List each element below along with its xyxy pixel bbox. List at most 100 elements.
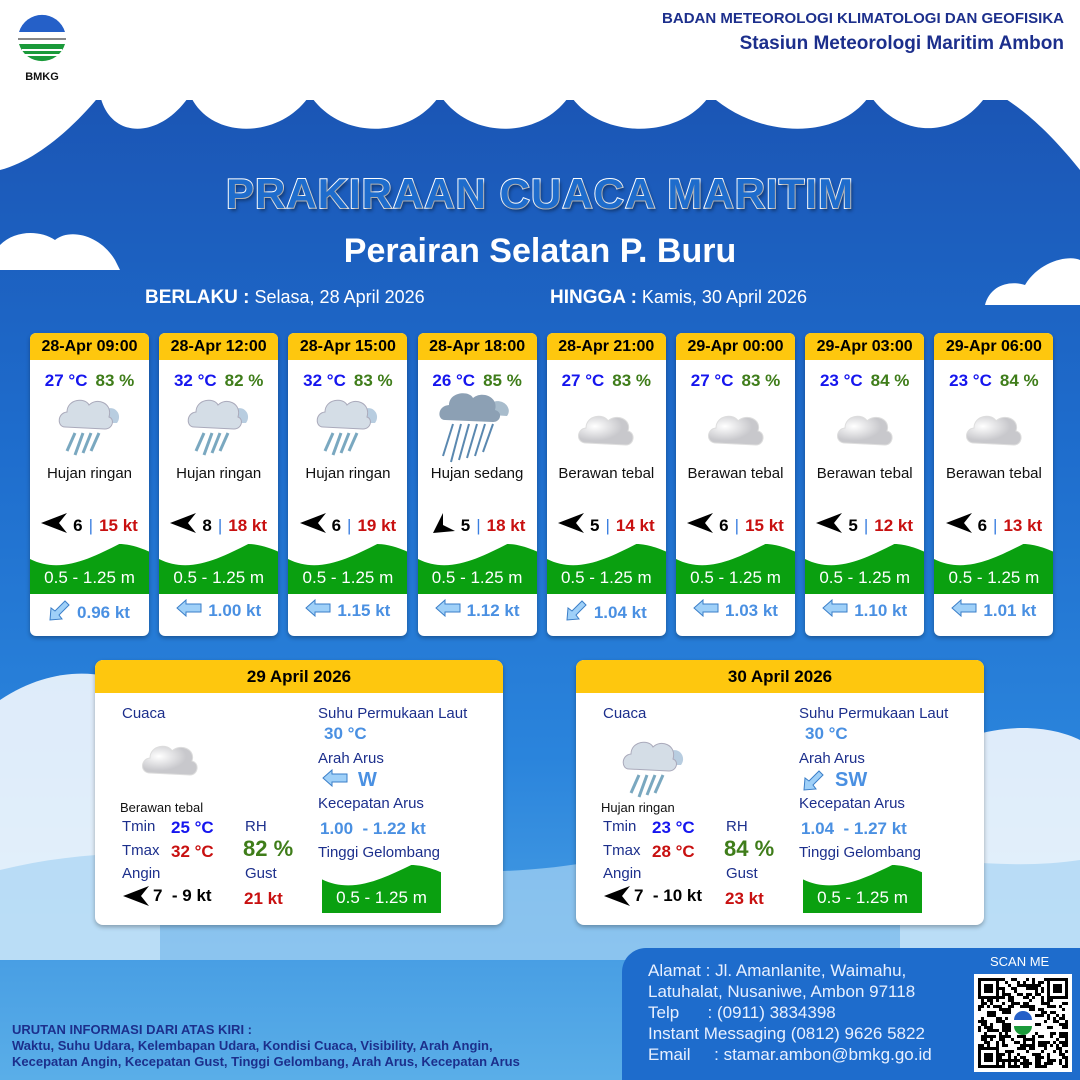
- wind-arrow-icon: [945, 513, 972, 538]
- weather-condition: Berawan tebal: [558, 465, 655, 482]
- scan-label: SCAN ME: [990, 954, 1050, 969]
- air-temp: 32 °C: [173, 371, 217, 390]
- humidity: 83 %: [612, 371, 652, 390]
- wind-arrow-icon: [816, 513, 843, 538]
- valid-from: BERLAKU : Selasa, 28 April 2026: [145, 287, 425, 308]
- gust-speed: 12 kt: [874, 515, 913, 535]
- humidity: 82 %: [224, 371, 264, 390]
- wind-speed: 6: [73, 515, 83, 535]
- forecast-time: 28-Apr 09:00: [30, 333, 149, 360]
- current-arrow-icon: [322, 768, 348, 793]
- wind-speed: 8: [202, 515, 212, 535]
- gust-speed: 18 kt: [228, 515, 267, 535]
- forecast-time: 29-Apr 03:00: [805, 333, 925, 360]
- current-speed: 1.01 kt: [983, 600, 1037, 620]
- forecast-card: 29-Apr 06:00 23 °C 84 % Berawan tebal 6 | 1…: [934, 333, 1054, 636]
- info-legend: URUTAN INFORMASI DARI ATAS KIRI : Waktu,…: [12, 1022, 520, 1069]
- current-speed: 1.15 kt: [337, 600, 391, 620]
- humidity: 84 %: [870, 371, 910, 390]
- air-temp: 32 °C: [303, 371, 346, 390]
- forecast-card: 29-Apr 03:00 23 °C 84 % Berawan tebal 5 | 1…: [805, 333, 925, 636]
- weather-condition: Hujan ringan: [46, 465, 133, 482]
- wind-arrow-icon: [604, 886, 630, 911]
- page-title: PRAKIRAAN CUACA MARITIM: [225, 169, 855, 218]
- humidity: 83 %: [353, 371, 393, 390]
- wind-arrow-icon: [299, 513, 326, 538]
- valid-to: HINGGA : Kamis, 30 April 2026: [550, 287, 808, 308]
- forecast-card: 28-Apr 18:00 26 °C 85 % Hujan sedang 5 | 18…: [417, 333, 537, 636]
- wind-speed: 5: [848, 515, 858, 535]
- rain-icon: [159, 391, 278, 465]
- email-link[interactable]: Email : stamar.ambon@bmkg.go.id: [648, 1045, 932, 1064]
- forecast-card: 28-Apr 09:00 27 °C 83 % Hujan ringan 6 | 15…: [30, 333, 149, 636]
- current-arrow-icon: [305, 598, 331, 622]
- wind-speed: 6: [331, 515, 342, 535]
- current-speed: 0.96 kt: [77, 602, 130, 622]
- current-arrow-icon: [434, 598, 461, 622]
- qr-code[interactable]: [974, 974, 1072, 1072]
- forecast-card: 28-Apr 12:00 32 °C 82 % Hujan ringan 8 | 18…: [159, 333, 279, 636]
- cloud-decoration: [0, 233, 120, 270]
- cloud-icon: [934, 391, 1053, 465]
- wind-arrow-icon: [557, 513, 584, 538]
- cloud-decoration: [985, 258, 1080, 305]
- humidity: 85 %: [483, 371, 522, 390]
- cloud-icon: [547, 391, 666, 465]
- wave-height: 0.5 - 1.25 m: [676, 544, 795, 594]
- forecast-time: 28-Apr 18:00: [417, 333, 537, 360]
- current-arrow-icon: [951, 598, 977, 622]
- wind-arrow-icon: [170, 513, 197, 538]
- gust-speed: 13 kt: [1003, 515, 1043, 535]
- bmkg-logo: BMKG: [14, 12, 70, 83]
- daily-date: 30 April 2026: [576, 660, 984, 693]
- cloud-border: [0, 60, 1080, 170]
- air-temp: 27 °C: [44, 371, 88, 390]
- heavy-rain-icon: [418, 391, 537, 465]
- forecast-time: 28-Apr 12:00: [159, 333, 279, 360]
- cloud-icon: [676, 391, 795, 465]
- daily-date: 29 April 2026: [95, 660, 503, 693]
- air-temp: 23 °C: [819, 371, 863, 390]
- wave-height: 0.5 - 1.25 m: [322, 865, 441, 913]
- forecast-time: 29-Apr 00:00: [676, 333, 795, 360]
- daily-summary: 30 April 2026 Cuaca Hujan ringan Tmin 23…: [576, 660, 984, 925]
- forecast-card: 28-Apr 15:00 32 °C 83 % Hujan ringan 6 | 19…: [288, 333, 408, 636]
- wave-height: 0.5 - 1.25 m: [288, 544, 408, 594]
- gust-speed: 14 kt: [615, 515, 655, 535]
- current-speed: 1.12 kt: [466, 600, 520, 620]
- wave-height: 0.5 - 1.25 m: [159, 544, 279, 594]
- organization: BADAN METEOROLOGI KLIMATOLOGI DAN GEOFIS…: [662, 10, 1064, 54]
- forecast-time: 28-Apr 15:00: [288, 333, 408, 360]
- forecast-card: 28-Apr 21:00 27 °C 83 % Berawan tebal 5 | 1…: [546, 333, 666, 636]
- current-arrow-icon: [803, 769, 825, 797]
- wave-height: 0.5 - 1.25 m: [30, 544, 149, 594]
- wind-speed: 6: [719, 515, 729, 535]
- wind-arrow-icon: [41, 513, 68, 538]
- forecast-card: 29-Apr 00:00 27 °C 83 % Berawan tebal 6 | 1…: [676, 333, 795, 636]
- air-temp: 26 °C: [432, 371, 476, 390]
- daily-summary: 29 April 2026 Cuaca Berawan tebal Tmin 2…: [95, 660, 503, 925]
- current-speed: 1.04 kt: [593, 602, 647, 622]
- wave-height: 0.5 - 1.25 m: [546, 544, 666, 594]
- rain-icon: [288, 391, 407, 465]
- wind-speed: 5: [460, 515, 471, 535]
- gust-speed: 15 kt: [99, 515, 138, 535]
- weather-condition: Hujan ringan: [305, 465, 391, 482]
- rain-icon: [30, 391, 149, 465]
- wind-arrow-icon: [687, 513, 714, 538]
- current-arrow-icon: [49, 599, 71, 626]
- wave-height: 0.5 - 1.25 m: [417, 544, 537, 594]
- gust-speed: 15 kt: [745, 515, 784, 535]
- cloud-icon: [140, 735, 200, 786]
- forecast-time: 29-Apr 06:00: [934, 333, 1054, 360]
- wind-speed: 5: [589, 515, 600, 535]
- air-temp: 23 °C: [949, 371, 992, 390]
- rain-icon: [621, 735, 687, 810]
- current-arrow-icon: [566, 599, 588, 626]
- current-arrow-icon: [822, 598, 848, 622]
- area-name: Perairan Selatan P. Buru: [343, 232, 737, 270]
- humidity: 83 %: [95, 371, 135, 390]
- current-speed: 1.10 kt: [854, 600, 908, 620]
- air-temp: 27 °C: [690, 371, 734, 390]
- current-arrow-icon: [693, 598, 719, 622]
